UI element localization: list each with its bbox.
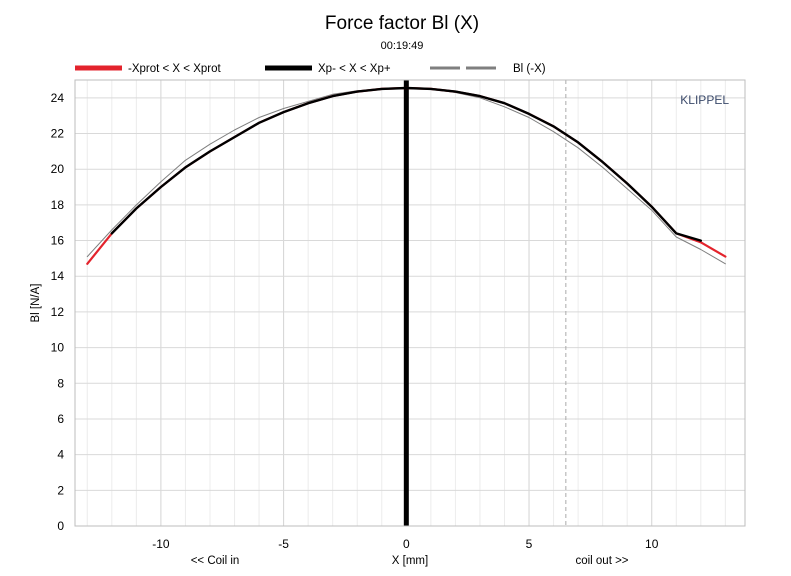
chart-title: Force factor Bl (X) <box>325 13 479 34</box>
legend-label-xp: Xp- < X < Xp+ <box>318 63 391 75</box>
y-tick-label: 6 <box>57 412 64 426</box>
y-tick-label: 18 <box>51 198 65 212</box>
grid <box>75 80 745 527</box>
x-tick-label: 0 <box>403 537 410 551</box>
plot-area <box>74 79 746 527</box>
x-tick-label: 10 <box>645 537 659 551</box>
y-tick-label: 12 <box>51 305 65 319</box>
y-tick-label: 0 <box>57 519 64 533</box>
chart-subtitle: 00:19:49 <box>381 40 424 52</box>
y-tick-label: 22 <box>51 127 65 141</box>
y-axis-label: Bl [N/A] <box>30 284 42 323</box>
marker-lines <box>403 80 567 526</box>
y-tick-label: 14 <box>51 269 65 283</box>
y-tick-label: 4 <box>57 448 64 462</box>
legend: -Xprot < X < Xprot Xp- < X < Xp+ Bl (-X) <box>75 63 546 75</box>
x-tick-labels: -10 -5 0 5 10 <box>152 537 659 551</box>
x-axis-note-left: << Coil in <box>191 555 240 567</box>
series-line-xp <box>110 86 702 242</box>
y-tick-label: 24 <box>51 91 65 105</box>
series-lines <box>86 86 727 265</box>
y-tick-label: 2 <box>57 483 64 497</box>
y-tick-label: 10 <box>51 341 65 355</box>
x-axis-label: X [mm] <box>392 555 428 567</box>
x-tick-label: -5 <box>278 537 289 551</box>
x-tick-label: -10 <box>152 537 170 551</box>
y-tick-label: 20 <box>51 162 65 176</box>
legend-label-bl-neg: Bl (-X) <box>513 63 546 75</box>
legend-label-xprot: -Xprot < X < Xprot <box>128 63 221 75</box>
brand-label: KLIPPEL <box>680 93 729 107</box>
y-tick-label: 8 <box>57 376 64 390</box>
x-tick-label: 5 <box>526 537 533 551</box>
y-tick-label: 16 <box>51 234 65 248</box>
x-axis-note-right: coil out >> <box>575 555 628 567</box>
